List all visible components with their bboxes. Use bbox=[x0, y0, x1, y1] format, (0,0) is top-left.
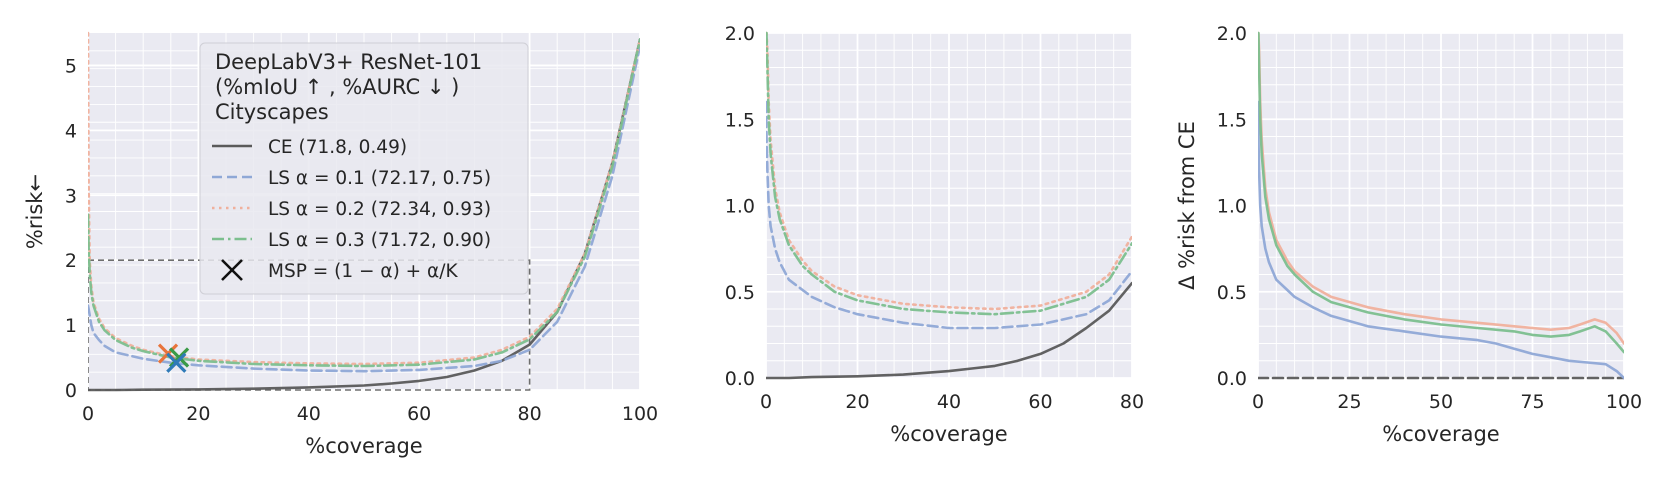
series-line-3 bbox=[1258, 31, 1624, 354]
major-grid bbox=[765, 32, 1133, 379]
x-tick-label: 100 bbox=[622, 403, 658, 425]
x-tick-label: 60 bbox=[1028, 391, 1052, 413]
y-tick-label: 1.0 bbox=[725, 196, 755, 218]
legend: DeepLabV3+ ResNet-101(%mIoU ↑ , %AURC ↓ … bbox=[199, 42, 529, 295]
legend-entry: CE (71.8, 0.49) bbox=[268, 137, 407, 158]
series-line-1 bbox=[766, 100, 1132, 330]
y-tick-label: 0.0 bbox=[725, 368, 755, 390]
x-tick-label: 100 bbox=[1606, 391, 1642, 413]
legend-marker-icon bbox=[221, 259, 243, 281]
x-tick-label: 25 bbox=[1337, 391, 1361, 413]
legend-title: DeepLabV3+ ResNet-101 bbox=[215, 50, 482, 74]
panel-risk-coverage: 0 20 40 60 80 100 0 1 2 3 4 5 %coverage %risk← DeepLab… bbox=[23, 31, 658, 458]
x-tick-label: 40 bbox=[297, 403, 321, 425]
legend-entry: LS α = 0.2 (72.34, 0.93) bbox=[268, 199, 491, 220]
y-axis-label: %risk← bbox=[23, 174, 47, 249]
series-line-1 bbox=[88, 44, 640, 373]
y-tick-label: 0.0 bbox=[1217, 368, 1247, 390]
y-tick-label: 1.0 bbox=[1217, 196, 1247, 218]
x-tick-label: 0 bbox=[760, 391, 772, 413]
y-tick-label: 0 bbox=[65, 380, 77, 402]
x-tick-label: 80 bbox=[518, 403, 542, 425]
plot-lines bbox=[1258, 31, 1624, 380]
plot-lines bbox=[88, 31, 640, 392]
series-line-0 bbox=[766, 281, 1132, 380]
plot-lines bbox=[766, 31, 1132, 380]
x-tick-label: 20 bbox=[186, 403, 210, 425]
x-tick-label: 50 bbox=[1429, 391, 1453, 413]
x-tick-label: 40 bbox=[937, 391, 961, 413]
legend-entry: LS α = 0.1 (72.17, 0.75) bbox=[268, 168, 491, 189]
y-tick-label: 3 bbox=[65, 185, 77, 207]
y-tick-label: 2.0 bbox=[725, 23, 755, 45]
legend-marker-stroke bbox=[221, 259, 243, 281]
x-tick-label: 75 bbox=[1520, 391, 1544, 413]
y-tick-label: 0.5 bbox=[1217, 282, 1247, 304]
legend-title: (%mIoU ↑ , %AURC ↓ ) bbox=[215, 75, 459, 99]
msp-marker-stroke bbox=[168, 347, 190, 368]
panel-risk-coverage-zoom: 0 20 40 60 80 0.0 0.5 1.0 1.5 2.0 %coverage bbox=[725, 23, 1144, 446]
legend-entry: LS α = 0.3 (71.72, 0.90) bbox=[268, 230, 491, 251]
x-axis-label: %coverage bbox=[305, 434, 422, 458]
msp-marker-stroke bbox=[166, 352, 187, 373]
y-tick-label: 2.0 bbox=[1217, 23, 1247, 45]
series-line-3 bbox=[88, 38, 640, 368]
x-tick-label: 80 bbox=[1120, 391, 1144, 413]
y-tick-label: 1.5 bbox=[1217, 109, 1247, 131]
msp-marker bbox=[168, 347, 190, 368]
legend-frame bbox=[199, 42, 529, 295]
y-tick-label: 1.5 bbox=[725, 109, 755, 131]
x-tick-label: 0 bbox=[1252, 391, 1264, 413]
y-tick-label: 2 bbox=[65, 250, 77, 272]
x-tick-label: 60 bbox=[407, 403, 431, 425]
panel-delta-risk: 0 25 50 75 100 0.0 0.5 1.0 1.5 2.0 %coverage Δ %ris… bbox=[1175, 23, 1642, 446]
msp-marker bbox=[166, 352, 187, 373]
y-tick-label: 1 bbox=[65, 315, 77, 337]
x-tick-label: 0 bbox=[82, 403, 94, 425]
series-line-1 bbox=[1258, 100, 1624, 380]
x-tick-label: 20 bbox=[845, 391, 869, 413]
legend-title: Cityscapes bbox=[215, 100, 329, 124]
y-tick-label: 0.5 bbox=[725, 282, 755, 304]
legend-entry: MSP = (1 − α) + α/K bbox=[268, 261, 458, 282]
series-line-3 bbox=[766, 31, 1132, 316]
x-axis-label: %coverage bbox=[890, 422, 1007, 446]
y-tick-label: 5 bbox=[65, 55, 77, 77]
x-axis-label: %coverage bbox=[1382, 422, 1499, 446]
y-axis-label: Δ %risk from CE bbox=[1175, 121, 1199, 290]
y-tick-label: 4 bbox=[65, 120, 77, 142]
